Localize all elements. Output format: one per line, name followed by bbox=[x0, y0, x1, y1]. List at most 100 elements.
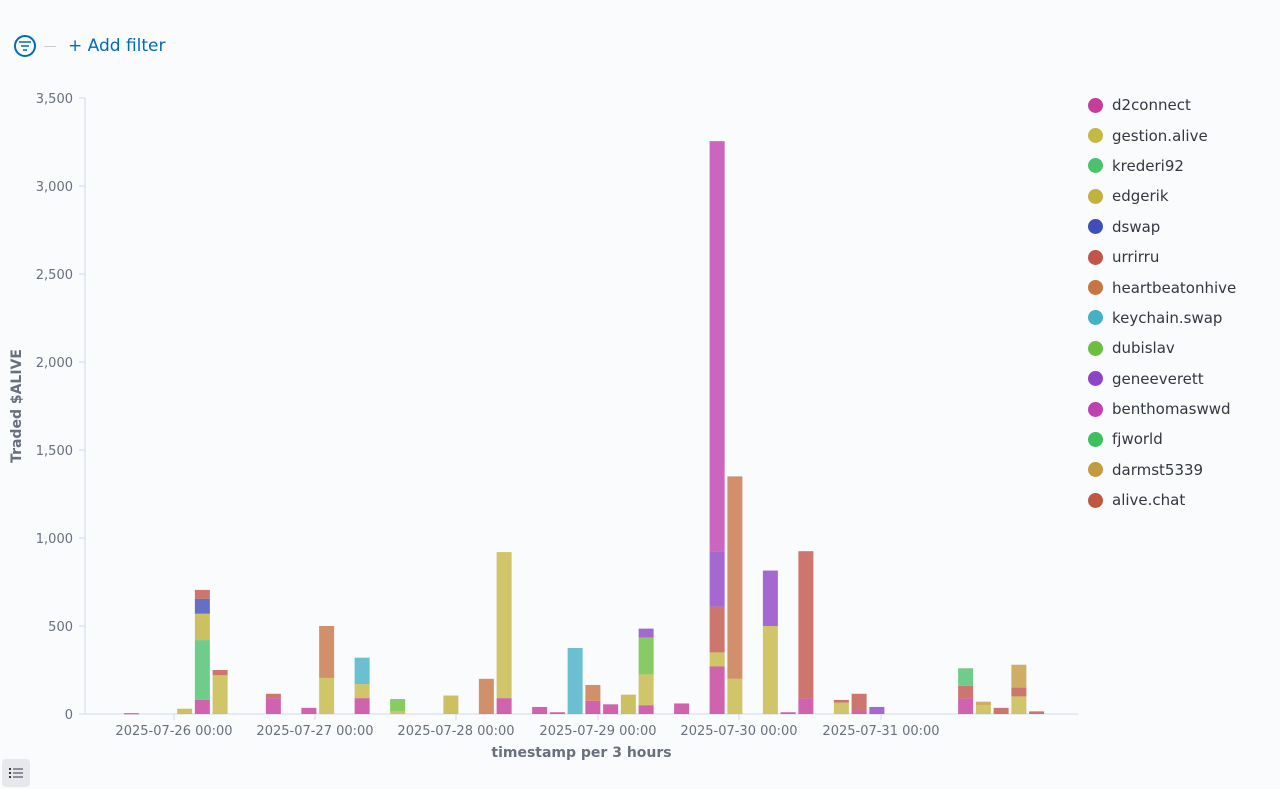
legend-label: krederi92 bbox=[1112, 156, 1184, 175]
bar-segment-gestion-alive[interactable] bbox=[212, 675, 228, 714]
legend-color-swatch bbox=[1088, 128, 1103, 144]
legend-color-swatch bbox=[1088, 401, 1103, 417]
bar-segment-urrirru[interactable] bbox=[851, 693, 867, 711]
bar-segment-gestion-alive[interactable] bbox=[762, 626, 778, 714]
bar-segment-gestion-alive[interactable] bbox=[496, 552, 512, 699]
filter-icon[interactable] bbox=[14, 35, 36, 57]
bar-segment-d2connect[interactable] bbox=[354, 698, 370, 714]
legend-color-swatch bbox=[1088, 188, 1103, 204]
bar-segment-gestion-alive[interactable] bbox=[833, 702, 849, 714]
legend-item[interactable]: dswap bbox=[1088, 212, 1236, 242]
bar-segment-darmst5339[interactable] bbox=[975, 701, 991, 706]
bar-segment-d2connect[interactable] bbox=[549, 712, 565, 714]
legend-item[interactable]: benthomaswwd bbox=[1088, 394, 1236, 424]
bar-segment-dubislav[interactable] bbox=[390, 699, 406, 712]
bar-segment-d2connect[interactable] bbox=[958, 698, 974, 714]
bar-segment-gestion-alive[interactable] bbox=[638, 674, 654, 706]
bar-segment-geneeverett[interactable] bbox=[869, 706, 885, 714]
legend-item[interactable]: dubislav bbox=[1088, 333, 1236, 363]
legend-label: edgerik bbox=[1112, 187, 1169, 206]
bar-segment-krederi92[interactable] bbox=[958, 668, 974, 686]
bar-segment-krederi92[interactable] bbox=[194, 640, 210, 700]
y-tick-label: 500 bbox=[48, 620, 73, 635]
bar-segment-darmst5339[interactable] bbox=[1011, 664, 1027, 688]
bar-segment-urrirru[interactable] bbox=[833, 699, 849, 703]
bar-segment-d2connect[interactable] bbox=[123, 713, 139, 715]
legend-item[interactable]: keychain.swap bbox=[1088, 303, 1236, 333]
bar-segment-gestion-alive[interactable] bbox=[709, 652, 725, 667]
list-lines-icon bbox=[9, 768, 23, 778]
legend-label: heartbeatonhive bbox=[1112, 278, 1237, 297]
bar-segment-urrirru[interactable] bbox=[958, 685, 974, 699]
bar-segment-gestion-alive[interactable] bbox=[354, 684, 370, 699]
filter-bar: + Add filter bbox=[14, 34, 166, 58]
legend-item[interactable]: krederi92 bbox=[1088, 151, 1236, 181]
bar-segment-d2connect[interactable] bbox=[265, 698, 281, 714]
legend-item[interactable]: alive.chat bbox=[1088, 485, 1236, 515]
bar-segment-dubislav[interactable] bbox=[638, 637, 654, 675]
bar-segment-dswap[interactable] bbox=[194, 598, 210, 614]
bar-segment-d2connect[interactable] bbox=[585, 700, 601, 714]
bar-segment-edgerik[interactable] bbox=[194, 613, 210, 641]
bar-segment-keychain-swap[interactable] bbox=[567, 648, 583, 714]
bar-segment-d2connect[interactable] bbox=[532, 706, 548, 714]
x-tick-label: 2025-07-28 00:00 bbox=[397, 724, 514, 739]
legend-item[interactable]: heartbeatonhive bbox=[1088, 272, 1236, 302]
legend-item[interactable]: edgerik bbox=[1088, 181, 1236, 211]
bar-segment-gestion-alive[interactable] bbox=[727, 678, 743, 714]
bar-segment-urrirru[interactable] bbox=[798, 551, 814, 699]
bar-segment-heartbeatonhive[interactable] bbox=[727, 476, 743, 679]
legend-color-swatch bbox=[1088, 310, 1103, 326]
bar-segment-d2connect[interactable] bbox=[194, 699, 210, 714]
legend-item[interactable]: geneeverett bbox=[1088, 364, 1236, 394]
bar-segment-urrirru[interactable] bbox=[265, 693, 281, 699]
bar-segment-edgerik[interactable] bbox=[620, 694, 636, 714]
bar-segment-d2connect[interactable] bbox=[496, 698, 512, 714]
bar-segment-d2connect[interactable] bbox=[603, 704, 619, 714]
legend-item[interactable]: urrirru bbox=[1088, 242, 1236, 272]
bar-segment-keychain-swap[interactable] bbox=[354, 657, 370, 685]
bar-segment-gestion-alive[interactable] bbox=[975, 705, 991, 714]
bar-segment-d2connect[interactable] bbox=[798, 698, 814, 714]
bar-segment-edgerik[interactable] bbox=[177, 708, 193, 714]
legend-color-swatch bbox=[1088, 340, 1103, 356]
bar-segment-gestion-alive[interactable] bbox=[390, 711, 406, 714]
bar-segment-gestion-alive[interactable] bbox=[319, 677, 335, 714]
bar-segment-d2connect[interactable] bbox=[674, 703, 690, 714]
legend-item[interactable]: d2connect bbox=[1088, 90, 1236, 120]
bar-segment-gestion-alive[interactable] bbox=[1011, 696, 1027, 714]
bar-segment-urrirru[interactable] bbox=[1029, 711, 1045, 714]
bar-segment-d2connect[interactable] bbox=[709, 666, 725, 714]
x-axis-title: timestamp per 3 hours bbox=[491, 745, 671, 761]
chart-legend: d2connect gestion.alive krederi92 edgerik ds… bbox=[1088, 90, 1236, 515]
bar-segment-urrirru[interactable] bbox=[1011, 687, 1027, 697]
bar-segment-d2connect[interactable] bbox=[780, 712, 796, 714]
bar-segment-urrirru[interactable] bbox=[993, 707, 1009, 714]
legend-item[interactable]: fjworld bbox=[1088, 424, 1236, 454]
bar-segment-heartbeatonhive[interactable] bbox=[478, 678, 494, 714]
bar-segment-geneeverett[interactable] bbox=[709, 551, 725, 607]
bar-segment-urrirru[interactable] bbox=[709, 606, 725, 653]
legend-item[interactable]: gestion.alive bbox=[1088, 120, 1236, 150]
bar-segment-urrirru[interactable] bbox=[194, 589, 210, 599]
bar-segment-geneeverett[interactable] bbox=[762, 570, 778, 626]
bar-segment-d2connect[interactable] bbox=[301, 707, 317, 714]
bar-segment-benthomaswwd[interactable] bbox=[709, 141, 725, 552]
y-tick-label: 2,000 bbox=[36, 356, 73, 371]
bar-segment-heartbeatonhive[interactable] bbox=[319, 626, 335, 678]
bar-segment-d2connect[interactable] bbox=[851, 710, 867, 714]
legend-label: urrirru bbox=[1112, 248, 1160, 267]
y-axis-title: Traded $ALIVE bbox=[9, 349, 25, 463]
list-icon[interactable] bbox=[2, 759, 30, 787]
legend-label: dubislav bbox=[1112, 339, 1175, 358]
bar-segment-d2connect[interactable] bbox=[638, 705, 654, 714]
legend-item[interactable]: darmst5339 bbox=[1088, 455, 1236, 485]
bar-segment-heartbeatonhive[interactable] bbox=[585, 684, 601, 701]
bar-segment-geneeverett[interactable] bbox=[638, 628, 654, 638]
y-tick-label: 1,000 bbox=[36, 532, 73, 547]
bar-segment-urrirru[interactable] bbox=[212, 670, 228, 676]
legend-label: dswap bbox=[1112, 217, 1161, 236]
bar-segment-edgerik[interactable] bbox=[443, 695, 459, 714]
add-filter-button[interactable]: + Add filter bbox=[68, 36, 166, 56]
